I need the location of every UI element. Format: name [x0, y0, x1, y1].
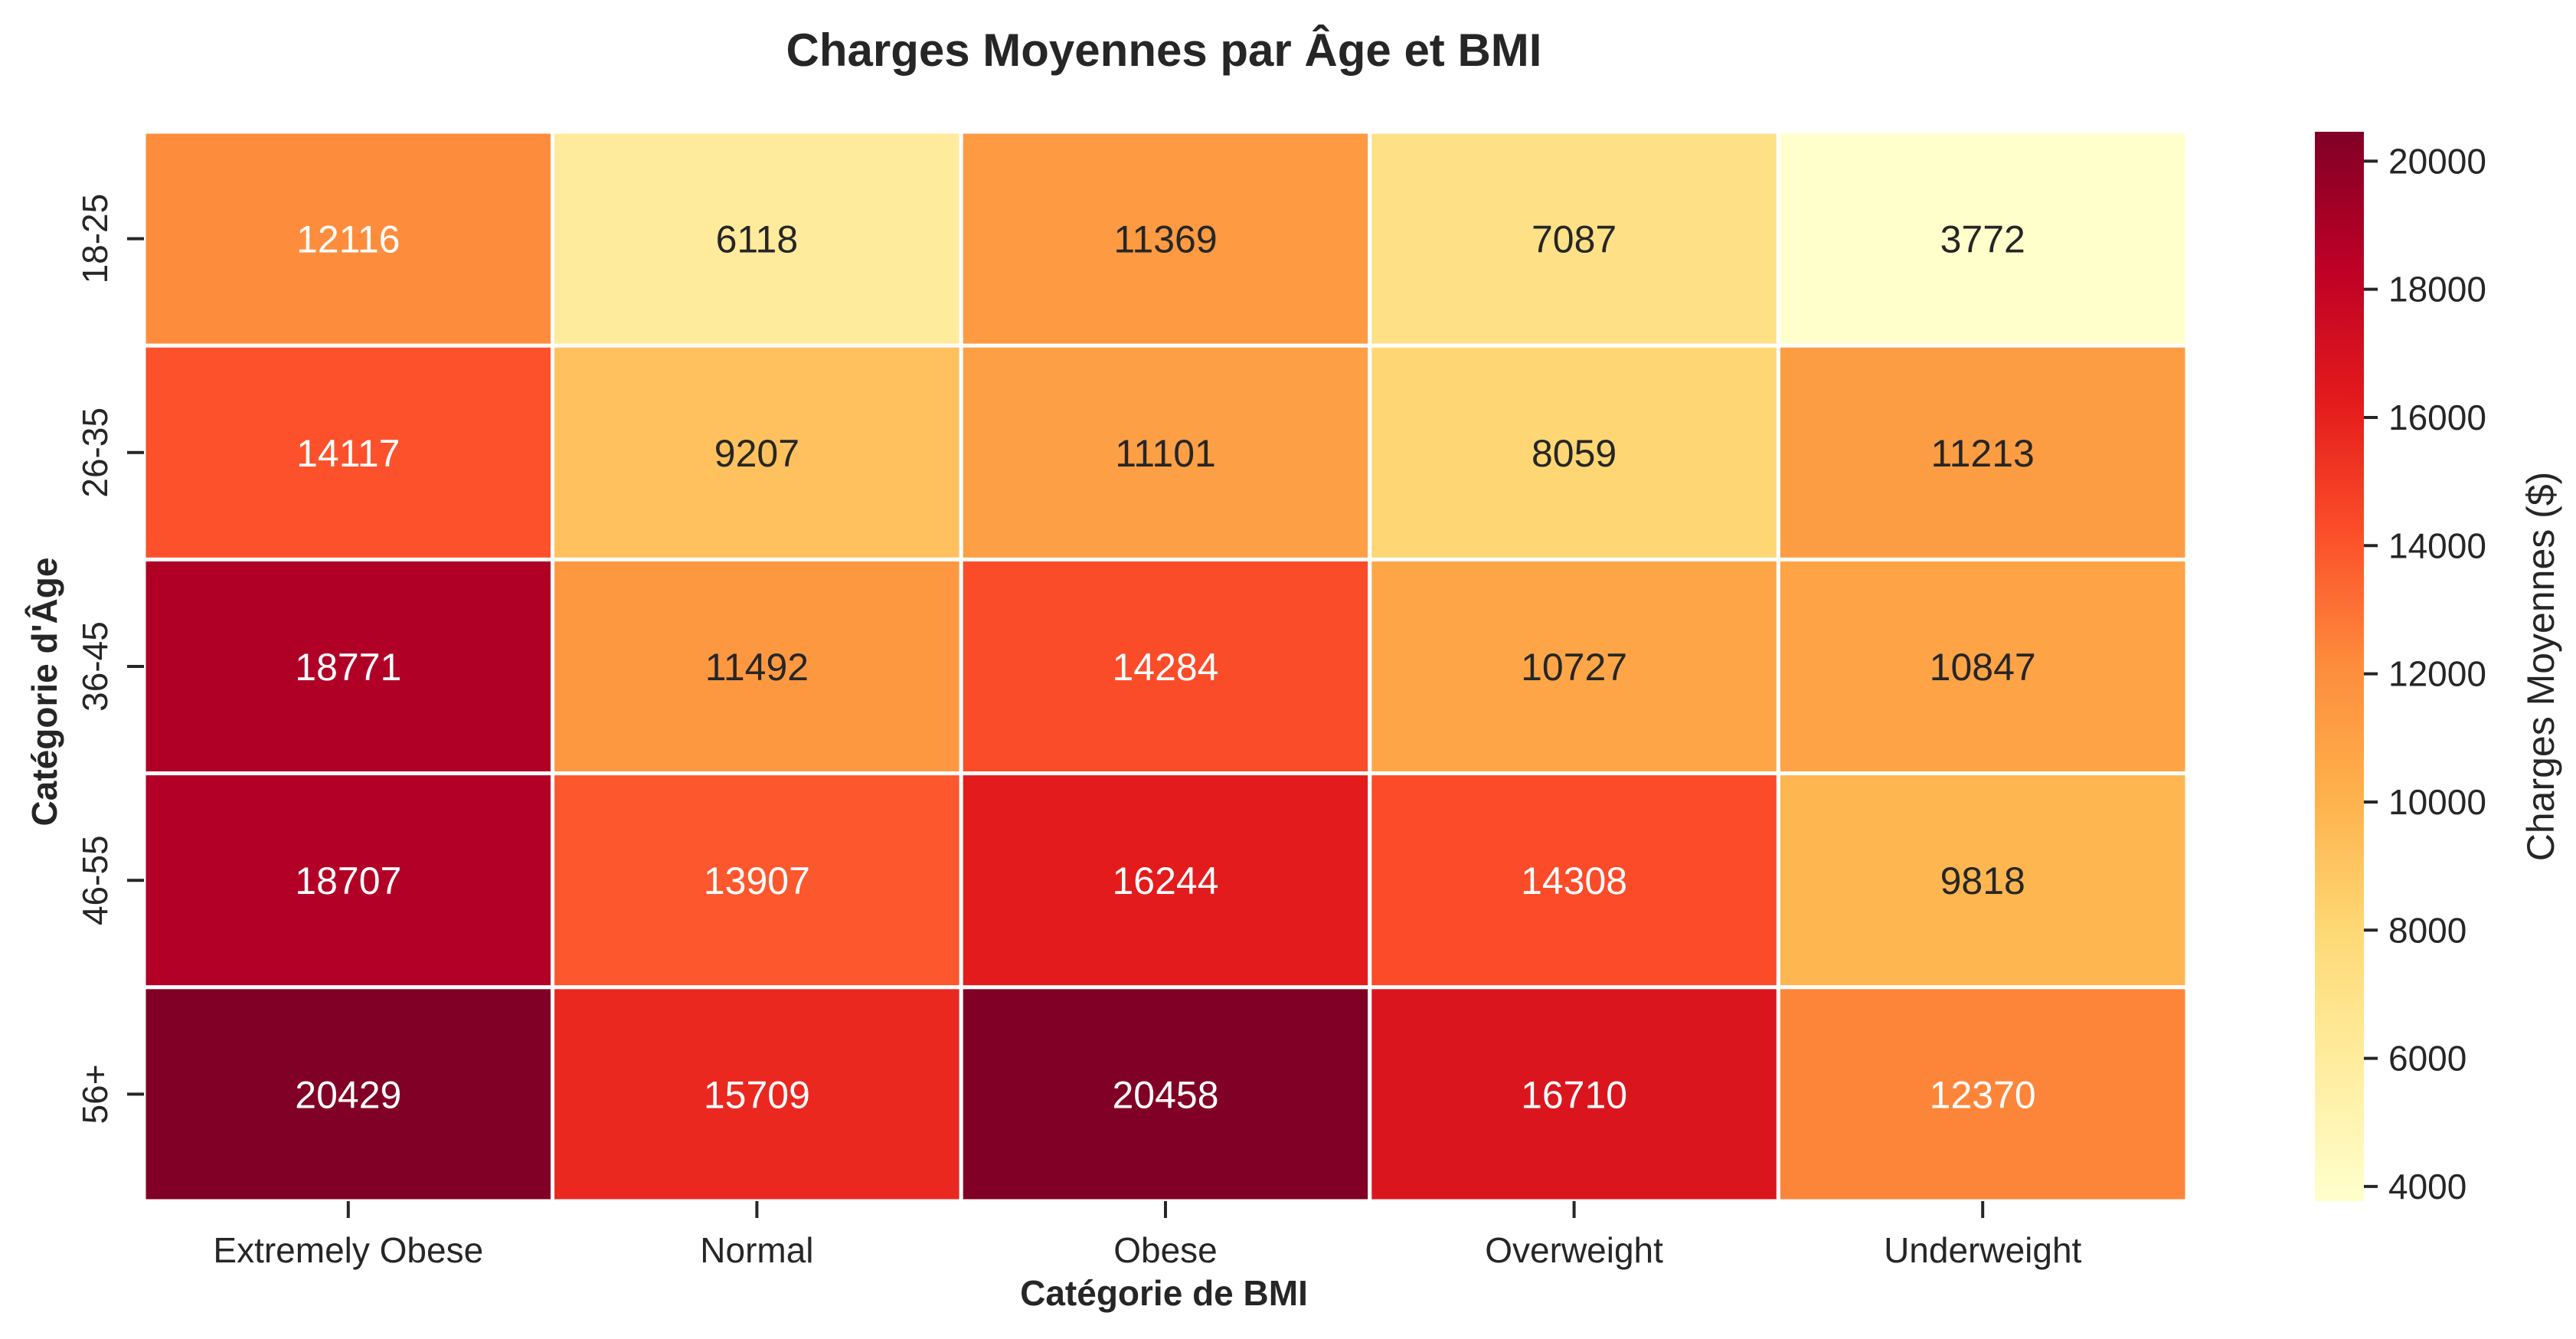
cell-value-label: 14284	[1112, 646, 1218, 689]
y-axis: 18-25 26-35 36-45 46-55 56+	[75, 194, 144, 1124]
x-axis: Extremely Obese Normal Obese Overweight Unde…	[213, 1201, 2082, 1270]
colorbar-tick-label: 10000	[2388, 782, 2486, 822]
x-tick-label: Normal	[700, 1230, 813, 1270]
x-tick-label: Overweight	[1485, 1230, 1663, 1270]
colorbar: 4000 6000 8000 10000 12000 14000 16000 18000 200…	[2315, 132, 2486, 1206]
heatmap-cell	[551, 985, 963, 1203]
x-tick-label: Obese	[1113, 1230, 1218, 1270]
cell-value-label: 11369	[1113, 218, 1217, 261]
heatmap-cell	[1776, 771, 2189, 990]
heatmap-cell	[142, 129, 555, 348]
heatmap-cell	[959, 771, 1372, 990]
x-tick-label: Underweight	[1884, 1230, 2081, 1270]
heatmap-cell	[1368, 129, 1780, 348]
colorbar-tick-label: 6000	[2388, 1039, 2466, 1079]
cell-value-label: 13907	[704, 859, 810, 902]
cell-value-label: 8059	[1532, 432, 1617, 475]
cell-value-label: 9818	[1940, 859, 2025, 902]
heatmap-cell	[959, 343, 1372, 561]
cell-value-label: 11213	[1931, 432, 2035, 475]
heatmap-cell	[551, 771, 963, 990]
y-tick-label: 46-55	[75, 835, 115, 925]
y-axis-title: Catégorie d'Âge	[25, 558, 64, 827]
cell-value-label: 14117	[296, 432, 400, 475]
heatmap-cell	[1776, 343, 2189, 561]
colorbar-tick-label: 4000	[2388, 1167, 2466, 1206]
cell-value-label: 16710	[1521, 1073, 1627, 1116]
cell-value-label: 3772	[1940, 218, 2025, 261]
colorbar-tick-label: 14000	[2388, 525, 2486, 565]
cell-value-label: 10727	[1521, 646, 1627, 689]
heatmap-cell	[1776, 557, 2189, 776]
colorbar-gradient	[2315, 132, 2364, 1201]
heatmap-cell	[959, 129, 1372, 348]
cell-value-label: 6118	[716, 218, 799, 261]
cell-value-label: 9207	[714, 432, 799, 475]
colorbar-tick-label: 16000	[2388, 398, 2486, 437]
cell-value-label: 11492	[705, 646, 809, 689]
cell-value-label: 20458	[1112, 1073, 1218, 1116]
cell-value-label: 20429	[295, 1073, 401, 1116]
heatmap-cell	[1368, 771, 1780, 990]
cell-value-label: 10847	[1930, 646, 2036, 689]
heatmap-cell	[1776, 129, 2189, 348]
colorbar-title: Charges Moyennes ($)	[2519, 472, 2562, 862]
heatmap-cell	[551, 129, 963, 348]
cell-value-label: 15709	[704, 1073, 810, 1116]
y-tick-label: 18-25	[75, 194, 115, 284]
cell-value-labels: 12116 6118 11369 7087 3772 14117 9207 11101 8059…	[295, 218, 2035, 1117]
heatmap-cell	[1776, 985, 2189, 1203]
cell-value-label: 14308	[1521, 859, 1627, 902]
x-axis-title: Catégorie de BMI	[1020, 1273, 1308, 1313]
cell-value-label: 12370	[1930, 1073, 2036, 1116]
heatmap-cell	[142, 985, 555, 1203]
cell-value-label: 7087	[1532, 218, 1617, 261]
colorbar-tick-label: 8000	[2388, 910, 2466, 950]
heatmap-cell	[959, 985, 1372, 1203]
heatmap-cells	[142, 129, 2189, 1203]
heatmap-cell	[959, 557, 1372, 776]
colorbar-tick-label: 12000	[2388, 654, 2486, 694]
cell-value-label: 11101	[1115, 432, 1216, 475]
y-tick-label: 56+	[75, 1064, 115, 1124]
colorbar-tick-label: 20000	[2388, 141, 2486, 181]
cell-value-label: 12116	[296, 218, 400, 261]
heatmap-cell	[551, 557, 963, 776]
x-tick-label: Extremely Obese	[213, 1230, 483, 1270]
cell-value-label: 18707	[295, 859, 401, 902]
cell-value-label: 18771	[295, 646, 401, 689]
cell-value-label: 16244	[1112, 859, 1218, 902]
colorbar-tick-label: 18000	[2388, 270, 2486, 309]
y-tick-label: 26-35	[75, 408, 115, 498]
heatmap-cell	[142, 343, 555, 561]
y-tick-label: 36-45	[75, 621, 115, 712]
chart-title: Charges Moyennes par Âge et BMI	[786, 25, 1542, 76]
heatmap-cell	[1368, 557, 1780, 776]
